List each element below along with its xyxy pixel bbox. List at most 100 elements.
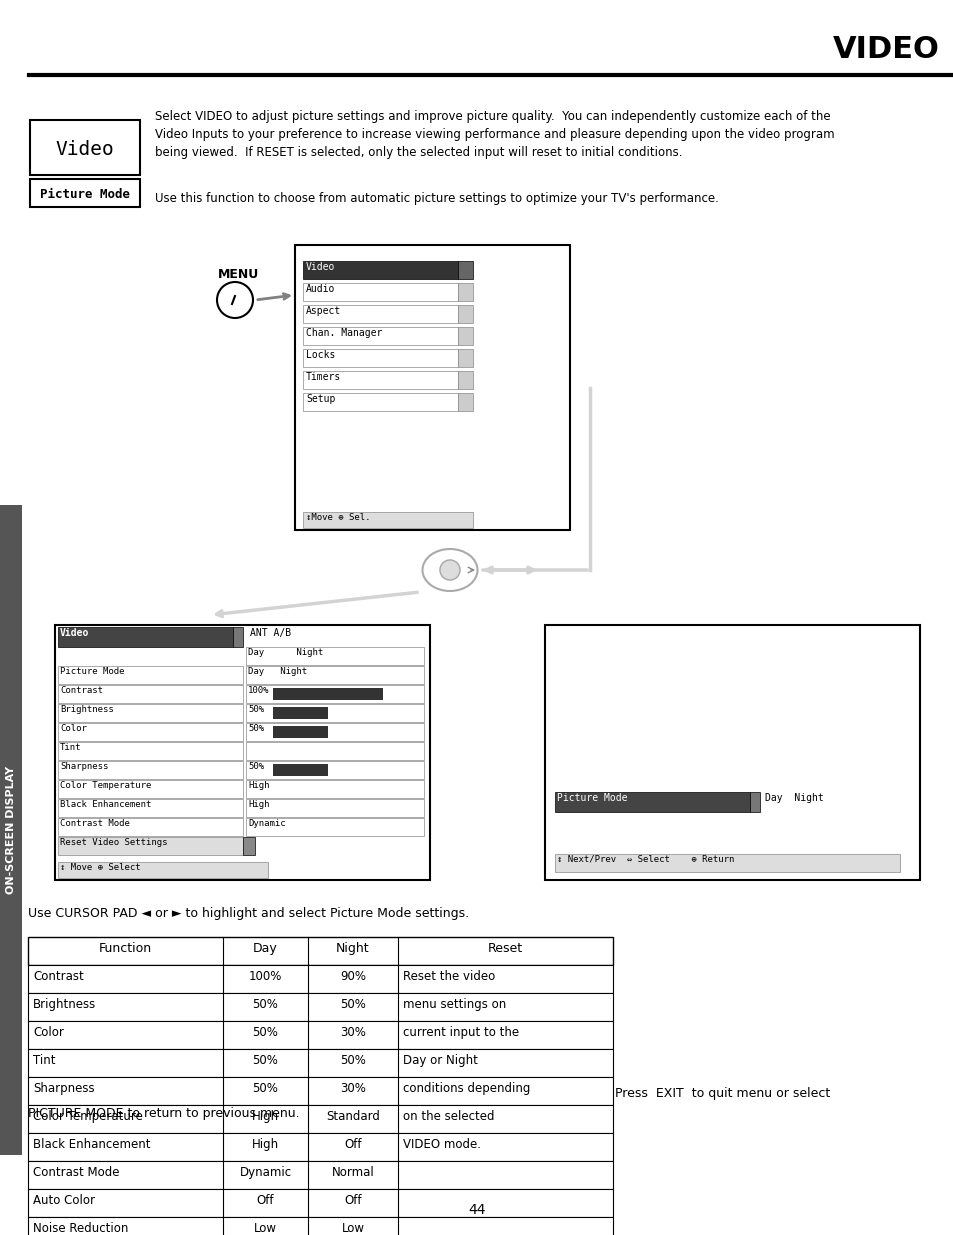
Bar (58, 722, 243, 741)
Text: Day  Night: Day Night (764, 793, 822, 803)
Text: 44: 44 (468, 1203, 485, 1216)
Text: Auto Color: Auto Color (33, 1194, 95, 1207)
Text: Color: Color (60, 724, 87, 734)
Text: Color: Color (33, 1026, 64, 1039)
Text: Aspect: Aspect (306, 306, 341, 316)
Text: Day: Day (253, 942, 277, 955)
Bar (457, 350, 473, 367)
Bar (246, 704, 423, 722)
Text: ↕ Next/Prev  ⇔ Select    ⊕ Return: ↕ Next/Prev ⇔ Select ⊕ Return (557, 855, 734, 864)
Bar (303, 393, 457, 411)
Bar (58, 761, 243, 779)
Circle shape (216, 282, 253, 317)
Bar (294, 245, 569, 530)
Text: Off: Off (344, 1194, 361, 1207)
Bar (303, 261, 457, 279)
Text: Off: Off (256, 1194, 274, 1207)
Text: conditions depending: conditions depending (402, 1082, 530, 1095)
Text: current input to the: current input to the (402, 1026, 518, 1039)
Bar (303, 350, 457, 367)
Bar (58, 627, 233, 647)
Text: Day      Night: Day Night (248, 648, 323, 657)
Bar (457, 283, 473, 301)
Text: Reset the video: Reset the video (402, 969, 495, 983)
Text: Standard: Standard (326, 1110, 379, 1123)
Text: Select VIDEO to adjust picture settings and improve picture quality.  You can in: Select VIDEO to adjust picture settings … (154, 110, 830, 124)
Text: Low: Low (253, 1221, 276, 1235)
Text: 90%: 90% (339, 969, 366, 983)
Text: 50%: 50% (253, 1026, 278, 1039)
Bar (28, 1189, 613, 1216)
Bar (246, 685, 423, 703)
Text: Audio: Audio (306, 284, 335, 294)
Bar (28, 1216, 613, 1235)
Text: Color Temperature: Color Temperature (60, 781, 152, 790)
Text: High: High (252, 1137, 279, 1151)
Bar (233, 627, 243, 647)
Bar (457, 393, 473, 411)
Text: Contrast Mode: Contrast Mode (33, 1166, 119, 1179)
Bar (28, 1132, 613, 1161)
Text: Video Inputs to your preference to increase viewing performance and pleasure dep: Video Inputs to your preference to incre… (154, 128, 834, 141)
Text: High: High (248, 781, 269, 790)
Bar (273, 688, 382, 700)
Text: Reset Video Settings: Reset Video Settings (60, 839, 168, 847)
Bar (28, 993, 613, 1021)
Text: Contrast: Contrast (60, 685, 103, 695)
Bar (246, 799, 423, 818)
Bar (58, 685, 243, 703)
Text: Tint: Tint (60, 743, 81, 752)
Text: 50%: 50% (248, 705, 264, 714)
Text: High: High (252, 1110, 279, 1123)
Text: 50%: 50% (253, 1082, 278, 1095)
Text: ↕Move ⊕ Sel.: ↕Move ⊕ Sel. (306, 513, 370, 522)
Text: 100%: 100% (248, 685, 269, 695)
Bar (457, 327, 473, 345)
Bar (28, 1077, 613, 1105)
Bar (28, 1021, 613, 1049)
Text: Sharpness: Sharpness (60, 762, 109, 771)
Text: Dynamic: Dynamic (239, 1166, 292, 1179)
Text: Off: Off (344, 1137, 361, 1151)
Text: ↕ Move ⊕ Select: ↕ Move ⊕ Select (60, 863, 140, 872)
Text: ON-SCREEN DISPLAY: ON-SCREEN DISPLAY (6, 766, 16, 894)
Bar (555, 792, 749, 811)
Bar (303, 327, 457, 345)
Text: Brightness: Brightness (33, 998, 96, 1011)
Bar (246, 781, 423, 798)
Text: Day   Night: Day Night (248, 667, 307, 676)
Bar (303, 513, 473, 529)
Text: Low: Low (341, 1221, 364, 1235)
Bar (28, 1105, 613, 1132)
Text: Use CURSOR PAD ◄ or ► to highlight and select Picture Mode settings.: Use CURSOR PAD ◄ or ► to highlight and s… (28, 906, 469, 920)
Text: VIDEO mode.: VIDEO mode. (402, 1137, 480, 1151)
Text: Locks: Locks (306, 350, 335, 359)
Bar (0, 505, 22, 1155)
Text: Picture Mode: Picture Mode (557, 793, 627, 803)
Text: 50%: 50% (253, 1053, 278, 1067)
Text: MENU: MENU (218, 268, 259, 282)
Text: menu settings on: menu settings on (402, 998, 506, 1011)
Bar (243, 837, 254, 855)
Text: Brightness: Brightness (60, 705, 113, 714)
Bar (30, 120, 140, 175)
Text: 50%: 50% (253, 998, 278, 1011)
Text: 50%: 50% (339, 998, 366, 1011)
Bar (303, 283, 457, 301)
Bar (555, 853, 899, 872)
Bar (28, 937, 613, 965)
Text: Video: Video (306, 262, 335, 272)
Text: Picture Mode: Picture Mode (60, 667, 125, 676)
Bar (246, 761, 423, 779)
Text: VIDEO: VIDEO (832, 35, 939, 64)
Text: Night: Night (335, 942, 370, 955)
Bar (58, 818, 243, 836)
Bar (58, 799, 243, 818)
Bar (58, 742, 243, 760)
Bar (246, 818, 423, 836)
Text: Picture Mode: Picture Mode (40, 188, 130, 201)
Bar (303, 305, 457, 324)
Text: Use this function to choose from automatic picture settings to optimize your TV': Use this function to choose from automat… (154, 191, 719, 205)
Text: 50%: 50% (339, 1053, 366, 1067)
Text: Color Temperature: Color Temperature (33, 1110, 143, 1123)
